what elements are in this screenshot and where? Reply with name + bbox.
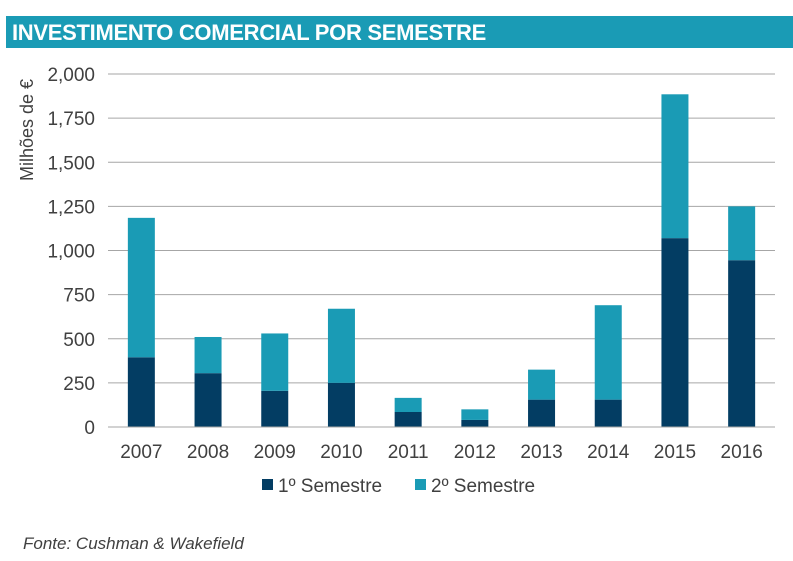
y-tick-label: 1,250 [47, 197, 95, 218]
legend-label-2o-semestre: 2º Semestre [431, 476, 535, 497]
x-tick-label: 2007 [120, 442, 162, 463]
bar-1o-semestre [261, 390, 289, 427]
bar-2o-semestre [127, 217, 155, 358]
legend-swatch-1o-semestre [262, 479, 273, 490]
x-tick-label: 2011 [388, 442, 429, 463]
bar-2o-semestre [261, 333, 289, 391]
bar-2o-semestre [461, 409, 489, 420]
chart-title: INVESTIMENTO COMERCIAL POR SEMESTRE [12, 20, 486, 45]
y-tick-label: 1,000 [47, 242, 95, 263]
legend-label-1o-semestre: 1º Semestre [278, 476, 382, 497]
bar-2o-semestre [728, 206, 756, 261]
bar-2o-semestre [661, 94, 689, 239]
x-tick-label: 2008 [187, 442, 229, 463]
y-tick-label: 1,500 [47, 153, 95, 174]
x-tick-label: 2009 [254, 442, 296, 463]
bar-1o-semestre [461, 419, 489, 427]
y-tick-label: 500 [63, 330, 95, 351]
y-tick-label: 0 [84, 418, 95, 439]
bar-1o-semestre [594, 399, 622, 427]
source-note: Fonte: Cushman & Wakefield [23, 534, 244, 553]
bar-2o-semestre [394, 397, 422, 412]
bar-1o-semestre [394, 411, 422, 427]
bar-1o-semestre [327, 382, 355, 427]
bar-1o-semestre [194, 373, 222, 427]
bar-1o-semestre [127, 357, 155, 427]
legend-swatch-2o-semestre [415, 479, 426, 490]
bar-2o-semestre [327, 308, 355, 383]
bar-2o-semestre [594, 305, 622, 400]
y-tick-label: 1,750 [47, 109, 95, 130]
x-tick-label: 2015 [654, 442, 696, 463]
bar-1o-semestre [661, 238, 689, 427]
bar-2o-semestre [194, 336, 222, 374]
x-tick-label: 2012 [454, 442, 496, 463]
bar-1o-semestre [528, 399, 556, 427]
x-tick-label: 2014 [587, 442, 630, 463]
y-tick-label: 750 [63, 286, 95, 307]
y-axis-title: Milhões de € [17, 79, 37, 181]
bar-1o-semestre [728, 260, 756, 427]
title-bar: INVESTIMENTO COMERCIAL POR SEMESTRE [6, 16, 793, 48]
y-tick-label: 250 [63, 374, 95, 395]
x-tick-label: 2013 [520, 442, 562, 463]
x-tick-label: 2016 [721, 442, 763, 463]
x-tick-label: 2010 [320, 442, 362, 463]
bar-2o-semestre [528, 369, 556, 400]
y-tick-label: 2,000 [47, 65, 95, 86]
